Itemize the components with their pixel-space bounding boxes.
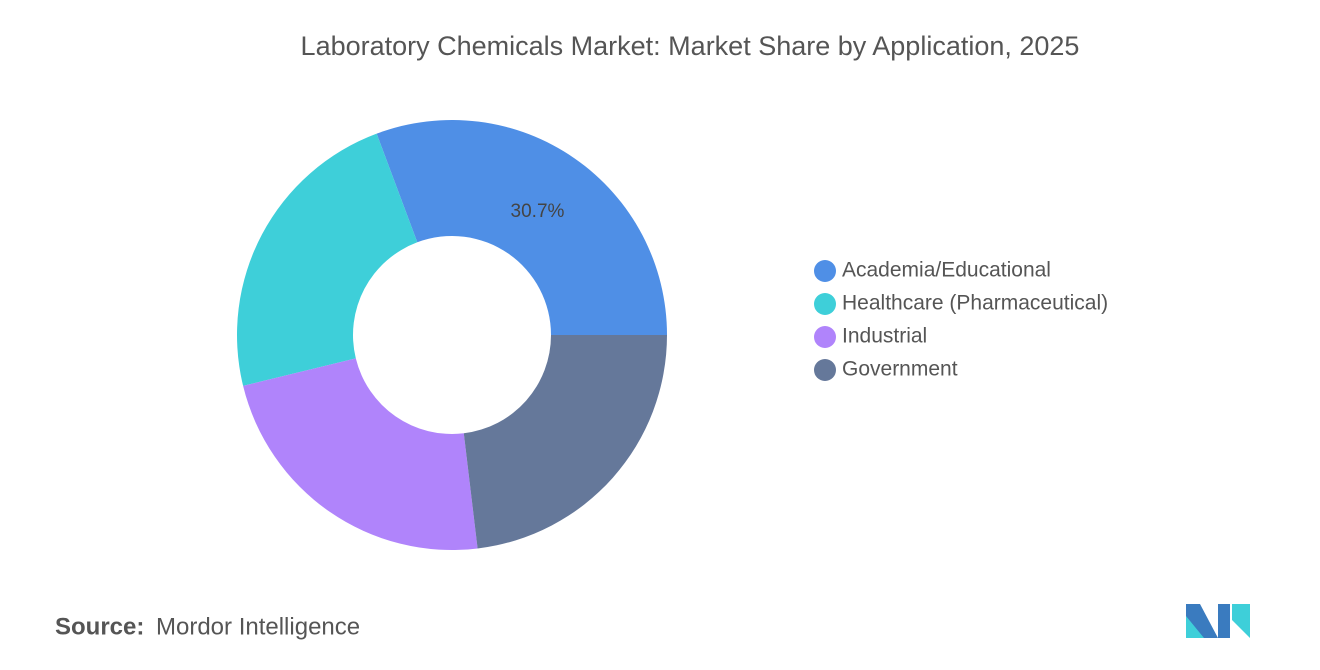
chart-title: Laboratory Chemicals Market: Market Shar…: [301, 31, 1080, 61]
legend-swatch: [814, 293, 836, 315]
legend-label: Healthcare (Pharmaceutical): [842, 292, 1108, 315]
legend-label: Government: [842, 358, 958, 381]
legend-swatch: [814, 326, 836, 348]
donut-slice: [463, 335, 667, 549]
donut-slice: [376, 120, 667, 336]
source-label: Source:: [55, 613, 144, 640]
logo: [1186, 604, 1250, 638]
legend-label: Academia/Educational: [842, 259, 1051, 282]
legend-label: Industrial: [842, 325, 927, 348]
legend-swatch: [814, 260, 836, 282]
donut: 30.7%: [237, 120, 667, 550]
donut-slice: [237, 133, 418, 386]
legend: Academia/Educational Healthcare (Pharmace…: [814, 259, 1108, 381]
donut-slice: [243, 358, 478, 550]
source: Mordor Intelligence: [156, 613, 360, 640]
legend-swatch: [814, 359, 836, 381]
data-label: 30.7%: [511, 201, 565, 222]
